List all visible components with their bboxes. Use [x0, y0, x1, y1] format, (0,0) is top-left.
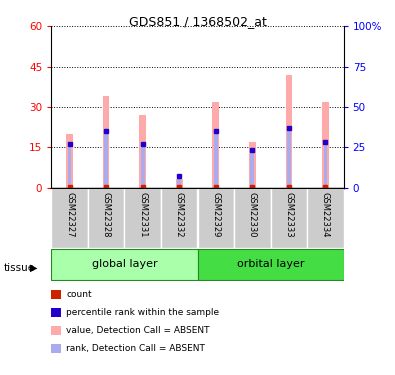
Text: GSM22333: GSM22333 [284, 192, 293, 238]
Bar [141, 144, 145, 188]
Bar [249, 142, 256, 188]
Bar [177, 176, 181, 188]
Bar [214, 131, 218, 188]
Text: count: count [66, 290, 92, 299]
Text: GSM22332: GSM22332 [175, 192, 184, 238]
Bar [250, 150, 254, 188]
Text: ▶: ▶ [30, 263, 37, 273]
Bar [66, 134, 73, 188]
Bar [176, 180, 182, 188]
Text: GSM22327: GSM22327 [65, 192, 74, 238]
Text: GSM22330: GSM22330 [248, 192, 257, 238]
Text: global layer: global layer [92, 260, 157, 269]
Bar [161, 188, 198, 248]
Bar [271, 188, 307, 248]
Bar [286, 75, 292, 188]
Text: GSM22331: GSM22331 [138, 192, 147, 238]
Text: rank, Detection Call = ABSENT: rank, Detection Call = ABSENT [66, 344, 205, 353]
Bar [234, 188, 271, 248]
Bar [104, 131, 108, 188]
Bar [307, 188, 344, 248]
Bar [198, 249, 344, 280]
Bar [51, 188, 88, 248]
Bar [88, 188, 124, 248]
Bar [213, 102, 219, 188]
Bar [124, 188, 161, 248]
Text: GSM22329: GSM22329 [211, 192, 220, 238]
Bar [287, 128, 291, 188]
Bar [51, 249, 198, 280]
Bar [139, 115, 146, 188]
Bar [322, 102, 329, 188]
Text: value, Detection Call = ABSENT: value, Detection Call = ABSENT [66, 326, 210, 335]
Text: GSM22328: GSM22328 [102, 192, 111, 238]
Text: GSM22334: GSM22334 [321, 192, 330, 238]
Text: tissue: tissue [4, 263, 35, 273]
Text: orbital layer: orbital layer [237, 260, 304, 269]
Text: GDS851 / 1368502_at: GDS851 / 1368502_at [128, 15, 267, 28]
Bar [198, 188, 234, 248]
Bar [324, 142, 327, 188]
Text: percentile rank within the sample: percentile rank within the sample [66, 308, 220, 317]
Bar [103, 96, 109, 188]
Bar [68, 144, 71, 188]
